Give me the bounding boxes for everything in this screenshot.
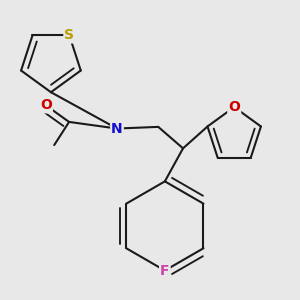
Text: O: O	[40, 98, 52, 112]
Text: F: F	[160, 263, 170, 278]
Text: S: S	[64, 28, 74, 43]
Text: N: N	[111, 122, 123, 136]
Text: O: O	[228, 100, 240, 114]
